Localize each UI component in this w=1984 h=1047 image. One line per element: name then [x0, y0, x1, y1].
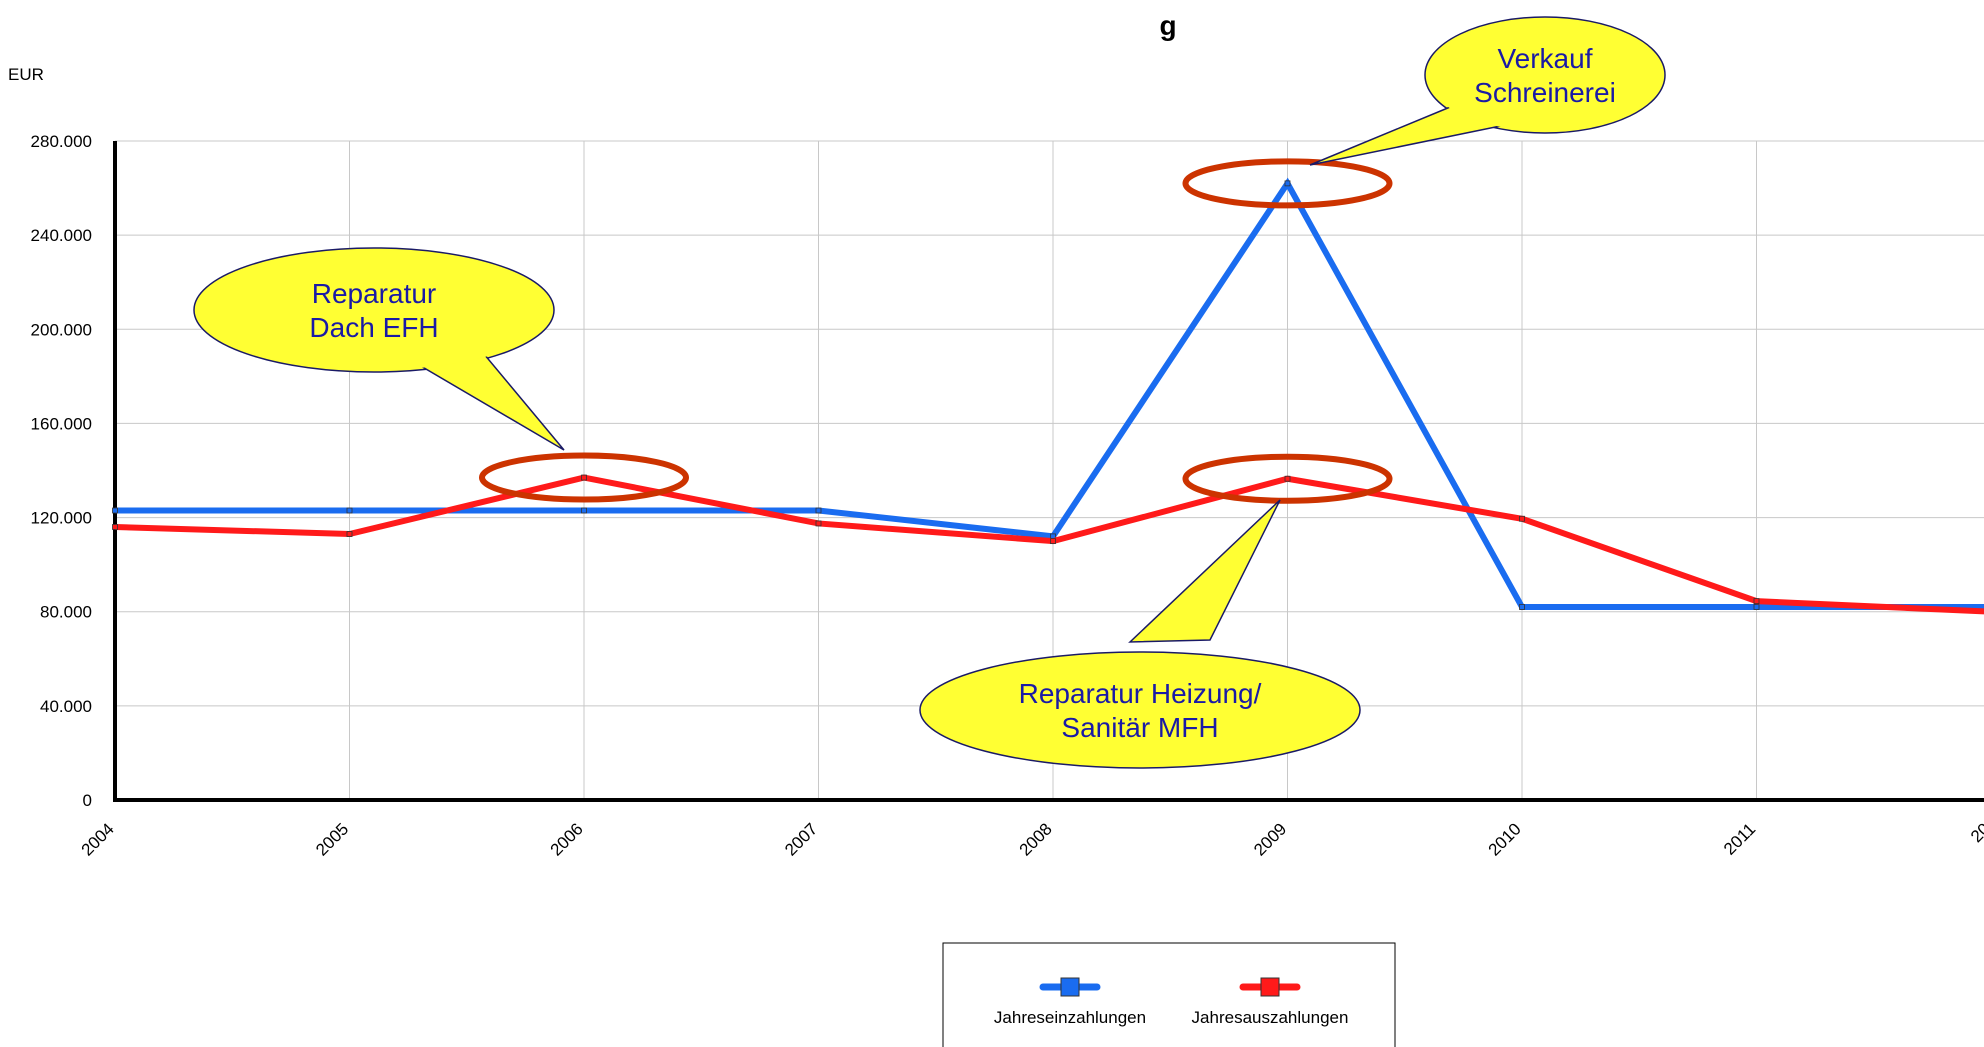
series-lines — [112, 177, 1984, 615]
x-tick-label: 2009 — [1250, 819, 1290, 859]
data-point — [1284, 180, 1291, 187]
legend-label: Jahreseinzahlungen — [994, 1008, 1146, 1027]
data-point — [1284, 475, 1291, 482]
y-tick-label: 40.000 — [40, 697, 92, 716]
callout-text: Reparatur Heizung/ — [1019, 678, 1262, 709]
data-point — [581, 474, 587, 481]
y-tick-label: 0 — [83, 791, 92, 810]
data-point — [1519, 515, 1525, 522]
x-tick-label: 2006 — [547, 819, 587, 859]
x-tick-labels: 2004 2005 2006 2007 2008 2009 2010 2011 20 — [78, 819, 1984, 859]
y-axis-unit-label: EUR — [8, 65, 44, 84]
highlight-ellipse — [1182, 453, 1393, 504]
x-tick-label: 2010 — [1485, 819, 1525, 859]
callout-pointer — [411, 353, 565, 451]
highlight-ellipse — [1182, 158, 1393, 209]
legend-marker — [1260, 977, 1280, 997]
callout-text: Reparatur — [312, 278, 437, 309]
data-point — [1519, 604, 1525, 610]
x-tick-label: 2011 — [1720, 819, 1759, 858]
data-point — [1050, 538, 1056, 545]
legend-box — [942, 942, 1396, 1047]
y-tick-label: 160.000 — [31, 414, 92, 433]
data-point — [1753, 598, 1760, 605]
callout-fill — [1427, 19, 1663, 131]
x-tick-label: 20 — [1967, 819, 1984, 846]
x-tick-label: 2008 — [1016, 819, 1056, 859]
y-tick-label: 200.000 — [31, 320, 92, 339]
data-point — [1753, 604, 1760, 610]
data-point — [346, 507, 353, 514]
y-tick-label: 80.000 — [40, 603, 92, 622]
callout-text: Dach EFH — [309, 312, 438, 343]
legend-marker — [1060, 977, 1080, 997]
legend-label: Jahresauszahlungen — [1192, 1008, 1349, 1027]
x-tick-label: 2004 — [78, 819, 118, 859]
chart-title: g — [1159, 10, 1176, 41]
callout-3: Reparatur Heizung/Sanitär MFH — [919, 499, 1361, 769]
highlight-ellipse — [479, 452, 689, 503]
callout-fill — [196, 250, 552, 370]
x-tick-label: 2005 — [312, 819, 352, 859]
highlight-ellipses — [479, 158, 1393, 504]
x-tick-label: 2007 — [781, 819, 821, 859]
y-tick-label: 280.000 — [31, 132, 92, 151]
callout-text: Verkauf — [1498, 43, 1593, 74]
data-point — [815, 507, 822, 514]
callout-fill — [922, 654, 1358, 766]
y-tick-label: 120.000 — [31, 509, 92, 528]
callout-text: Sanitär MFH — [1061, 712, 1218, 743]
data-point — [112, 507, 118, 514]
callout-pointer — [1128, 499, 1281, 643]
data-point — [581, 507, 587, 514]
legend: Jahreseinzahlungen Jahresauszahlungen — [942, 942, 1396, 1047]
y-tick-labels: 0 40.000 80.000 120.000 160.000 200.000 240.00… — [31, 132, 92, 810]
data-point — [346, 531, 353, 537]
y-tick-label: 240.000 — [31, 226, 92, 245]
series-line-2 — [114, 474, 1984, 615]
data-point — [112, 524, 118, 530]
callout-text: Schreinerei — [1474, 77, 1616, 108]
data-point — [815, 520, 822, 527]
axes — [113, 141, 1984, 802]
